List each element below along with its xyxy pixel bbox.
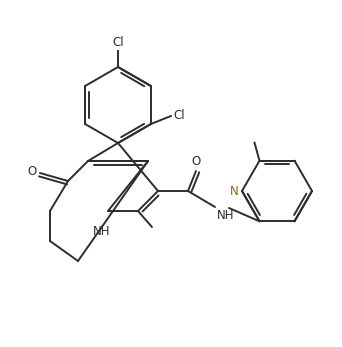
Text: Cl: Cl — [112, 36, 124, 49]
Text: O: O — [192, 155, 201, 168]
Text: NH: NH — [93, 225, 111, 238]
Text: O: O — [28, 164, 37, 178]
Text: NH: NH — [217, 209, 235, 222]
Text: Cl: Cl — [173, 109, 185, 121]
Text: N: N — [230, 185, 239, 197]
